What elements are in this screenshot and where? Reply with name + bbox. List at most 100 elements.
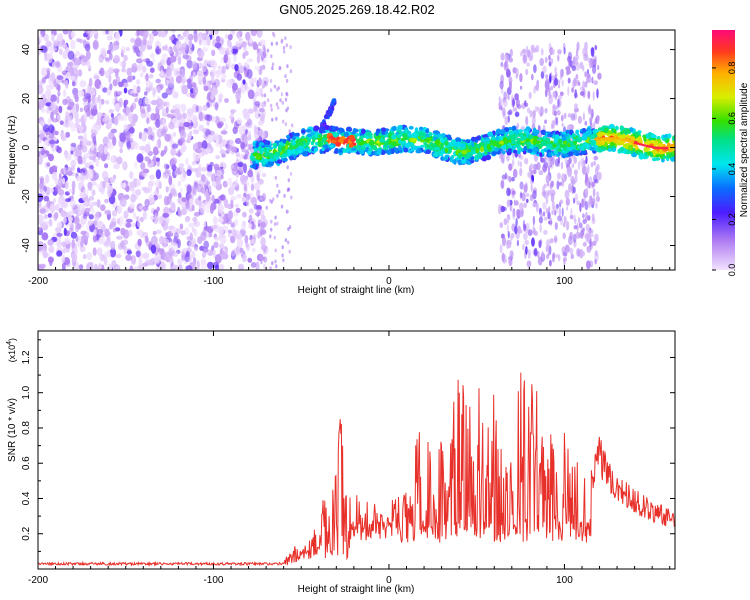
spectrogram-cell	[163, 195, 170, 206]
spectrogram-ylabel: Frequency (Hz)	[7, 116, 18, 185]
spectrogram-cell	[106, 140, 114, 150]
spectrogram-cell	[645, 144, 649, 148]
spectrogram-cell	[175, 75, 183, 84]
spectrogram-cell	[248, 214, 253, 221]
spectrogram-cell	[330, 139, 337, 144]
spectrogram-cell	[530, 44, 535, 52]
spectrogram-cell	[397, 125, 403, 131]
spectrogram-cell	[206, 134, 214, 144]
spectrogram-cell	[79, 192, 85, 199]
spectrogram-cell	[125, 222, 132, 228]
spectrogram-cell	[144, 96, 149, 105]
spectrogram-cell	[525, 68, 529, 76]
spectrogram-cell	[187, 193, 192, 199]
spectrogram-cell	[104, 198, 109, 204]
spectrogram-cell	[625, 150, 632, 155]
spectrogram-cell	[206, 114, 213, 122]
spectrogram-cell	[237, 161, 244, 168]
spectrogram-cell	[592, 64, 597, 74]
spectrogram-cell	[100, 47, 107, 56]
snr-xlabel: Height of straight line (km)	[298, 584, 415, 595]
spectrogram-cell	[613, 137, 617, 140]
spectrogram-cell	[280, 92, 284, 97]
spectrogram-cell	[288, 249, 291, 254]
spectrogram-cell	[257, 195, 261, 200]
spectrogram-cell	[538, 170, 544, 176]
spectrogram-cell	[348, 143, 354, 148]
spectrogram-cell	[262, 49, 267, 59]
spectrogram-cell	[63, 167, 67, 175]
spectrogram-cell	[489, 139, 494, 146]
spectrogram-cell	[235, 245, 239, 254]
spectrogram-cell	[607, 148, 612, 152]
spectrogram-cell	[505, 93, 508, 100]
spectrogram-cell	[257, 126, 261, 131]
spectrogram-cell	[96, 220, 104, 227]
spectrogram-cell	[201, 140, 208, 150]
spectrogram-cell	[50, 111, 54, 121]
spectrogram-cell	[453, 141, 458, 147]
spectrogram-cell	[125, 254, 132, 261]
spectrogram-cell	[217, 65, 222, 70]
spectrogram-cell	[434, 144, 439, 148]
spectrogram-cell	[214, 42, 222, 49]
spectrogram-cell	[170, 148, 177, 156]
spectrogram-cell	[553, 206, 558, 215]
spectrogram-cell	[144, 91, 148, 96]
spectrogram-cell	[570, 113, 576, 121]
spectrogram-cell	[261, 130, 266, 140]
spectrogram-cell	[517, 147, 523, 151]
spectrogram-cell	[96, 199, 101, 208]
spectrogram-cell	[143, 187, 150, 194]
spectrogram-cell	[581, 198, 585, 208]
spectrogram-cell	[86, 61, 92, 70]
spectrogram-cell	[110, 113, 114, 118]
spectrogram-cell	[275, 41, 278, 46]
spectrogram-cell	[62, 248, 67, 254]
spectrogram-cell	[566, 206, 569, 211]
spectrogram-cell	[146, 40, 153, 46]
spectrogram-cell	[173, 232, 179, 241]
spectrogram-cell	[253, 233, 257, 240]
spectrogram-cell	[47, 239, 54, 246]
spectrogram-cell	[170, 30, 176, 33]
spectrogram-cell	[44, 52, 48, 62]
spectrogram-cell	[499, 140, 504, 145]
spectrogram-cell	[177, 258, 183, 265]
spectrogram-cell	[54, 61, 61, 68]
spectrogram-cell	[433, 130, 440, 135]
spectrogram-cell	[152, 155, 157, 163]
spectrogram-cell	[587, 229, 591, 237]
spectrogram-cell	[525, 102, 529, 107]
spectrogram-cell	[313, 125, 320, 131]
spectrogram-cell	[142, 252, 150, 260]
spectrogram-cell	[96, 183, 103, 189]
spectrogram-cell	[67, 62, 73, 67]
spectrogram-cell	[65, 71, 71, 79]
spectrogram-cell	[256, 213, 260, 218]
spectrogram-cell	[313, 147, 319, 152]
spectrogram-cell	[557, 147, 563, 152]
spectrogram-cell	[46, 162, 50, 167]
spectrogram-cell	[211, 49, 216, 57]
spectrogram-cell	[270, 107, 273, 112]
spectrogram-cell	[84, 201, 90, 207]
spectrogram-cell	[525, 228, 529, 233]
spectrogram-cell	[162, 173, 169, 180]
spectrogram-cell	[270, 227, 273, 232]
spectrogram-cell	[548, 159, 552, 166]
spectrogram-cell	[235, 207, 241, 213]
spectrogram-cell	[285, 78, 289, 83]
spectrogram-cell	[512, 210, 516, 220]
spectrogram-cell	[506, 224, 509, 233]
spectrogram-cell	[177, 55, 182, 65]
spectrogram-cell	[43, 213, 48, 220]
spectrogram-cell	[527, 134, 534, 140]
spectrogram-cell	[206, 35, 211, 46]
spectrogram-cell	[128, 116, 134, 122]
spectrogram-cell	[317, 141, 323, 148]
spectrogram-cell	[171, 264, 178, 270]
spectrogram-cell	[64, 149, 69, 159]
spectrogram-cell	[88, 214, 94, 220]
spectrogram-cell	[246, 69, 253, 79]
